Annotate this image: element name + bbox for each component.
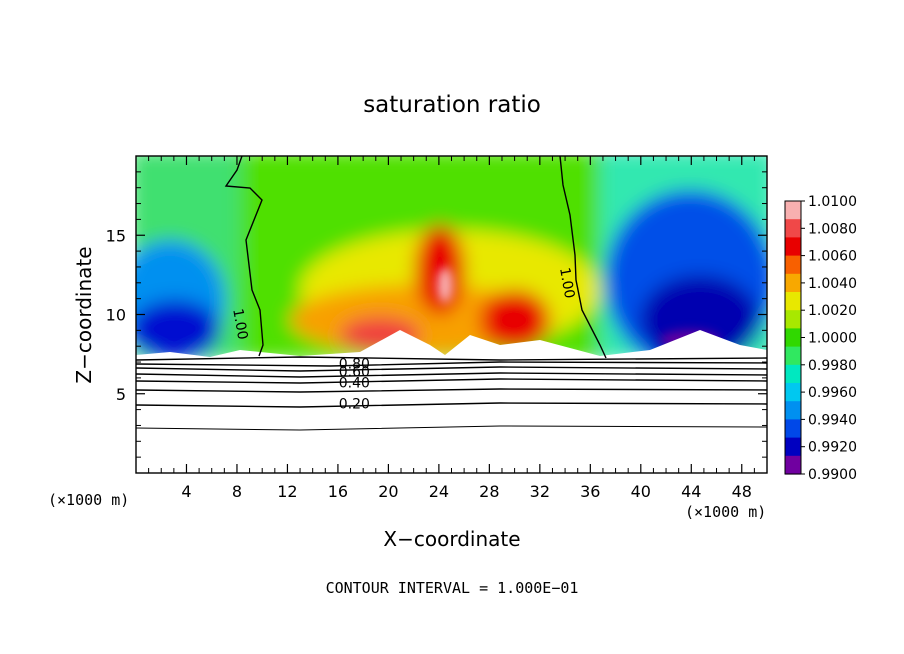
- colorbar-tick-label: 0.9900: [808, 467, 857, 483]
- colorbar-tick-label: 0.9940: [808, 412, 857, 428]
- colorbar-swatch: [785, 455, 801, 475]
- x-tick-label: 24: [429, 482, 449, 501]
- x-tick-label: 32: [530, 482, 550, 501]
- colorbar-tick-label: 1.0020: [808, 303, 857, 319]
- x-tick-label: 36: [580, 482, 600, 501]
- x-tick-label: 44: [681, 482, 701, 501]
- colorbar-swatch: [785, 310, 801, 329]
- x-tick-label: 8: [232, 482, 242, 501]
- contour-label: 0.40: [339, 376, 370, 392]
- y-axis-ticks: 5 10 15: [106, 171, 767, 458]
- colorbar-swatch: [785, 419, 801, 439]
- y-tick-label: 10: [106, 306, 126, 325]
- colorbar-swatch: [785, 346, 801, 366]
- colorbar-tick-label: 0.9960: [808, 385, 857, 401]
- colorbar-tick-label: 1.0040: [808, 276, 857, 292]
- x-tick-label: 40: [631, 482, 651, 501]
- colorbar-swatch: [785, 201, 801, 220]
- y-axis-label: Z−coordinate: [72, 246, 96, 383]
- saturation-field: [136, 156, 767, 370]
- x-tick-label: 12: [277, 482, 297, 501]
- colorbar-swatch: [785, 273, 801, 293]
- colorbar-swatch: [785, 237, 801, 257]
- contour-label: 1.00: [556, 266, 577, 299]
- colorbar-tick-label: 1.0080: [808, 221, 857, 237]
- contour-label: 0.20: [339, 396, 370, 412]
- colorbar-swatch: [785, 364, 801, 384]
- colorbar-swatch: [785, 328, 801, 348]
- x-axis-label: X−coordinate: [383, 527, 520, 551]
- colorbar-swatch: [785, 437, 801, 457]
- colorbar-tick-label: 1.0100: [808, 194, 857, 210]
- contour-labels: 1.00 1.00 0.800.600.40 0.20: [229, 266, 577, 412]
- y-tick-label: 15: [106, 226, 126, 245]
- x-tick-label: 48: [732, 482, 752, 501]
- colorbar-swatch: [785, 383, 801, 402]
- y-tick-label: 5: [116, 385, 126, 404]
- x-unit-label-left: (×1000 m): [48, 491, 129, 509]
- colorbar-swatch: [785, 401, 801, 420]
- colorbar-tick-label: 1.0000: [808, 331, 857, 347]
- contour-label: 0.80: [339, 357, 370, 373]
- x-tick-label: 16: [328, 482, 348, 501]
- x-axis-ticks: 4 8 12 16 20 24 28 32 36 40 44 48: [148, 156, 755, 501]
- contour-lines: [136, 156, 767, 431]
- colorbar: 1.0100 1.0080 1.0060 1.0040 1.0020 1.0000 0.99…: [784, 194, 857, 483]
- colorbar-tick-label: 0.9920: [808, 440, 857, 456]
- chart-title: saturation ratio: [363, 92, 541, 118]
- colorbar-tick-label: 1.0060: [808, 249, 857, 265]
- plot-area: [136, 156, 767, 473]
- colorbar-swatch: [785, 219, 801, 238]
- colorbar-swatch: [785, 255, 801, 275]
- contour-label: 1.00: [229, 307, 250, 340]
- x-tick-label: 4: [181, 482, 191, 501]
- contour-label: 0.60: [339, 365, 370, 381]
- x-tick-label: 20: [378, 482, 398, 501]
- colorbar-swatch: [785, 292, 801, 311]
- x-unit-label-right: (×1000 m): [685, 503, 766, 521]
- x-tick-label: 28: [479, 482, 499, 501]
- colorbar-tick-label: 0.9980: [808, 358, 857, 374]
- contour-interval-note: CONTOUR INTERVAL = 1.000E−01: [326, 579, 579, 597]
